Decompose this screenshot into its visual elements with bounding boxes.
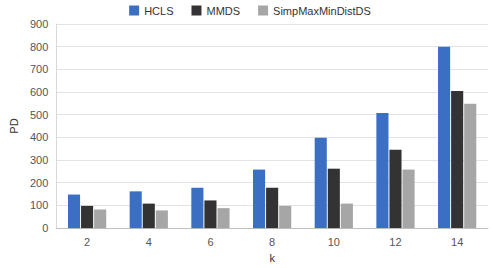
- svg-text:300: 300: [30, 154, 48, 166]
- svg-text:700: 700: [30, 63, 48, 75]
- svg-text:14: 14: [451, 236, 463, 248]
- svg-text:4: 4: [146, 236, 152, 248]
- svg-text:10: 10: [328, 236, 340, 248]
- svg-text:8: 8: [269, 236, 275, 248]
- svg-text:HCLS: HCLS: [144, 5, 173, 17]
- svg-text:2: 2: [84, 236, 90, 248]
- svg-text:200: 200: [30, 177, 48, 189]
- svg-text:PD: PD: [8, 118, 20, 133]
- svg-text:800: 800: [30, 41, 48, 53]
- svg-text:600: 600: [30, 86, 48, 98]
- svg-text:400: 400: [30, 131, 48, 143]
- svg-text:6: 6: [207, 236, 213, 248]
- svg-text:12: 12: [389, 236, 401, 248]
- svg-text:k: k: [269, 252, 275, 264]
- svg-text:0: 0: [42, 222, 48, 234]
- svg-text:MMDS: MMDS: [206, 5, 240, 17]
- svg-text:900: 900: [30, 18, 48, 30]
- svg-text:SimpMaxMinDistDS: SimpMaxMinDistDS: [273, 5, 371, 17]
- svg-text:100: 100: [30, 199, 48, 211]
- svg-text:500: 500: [30, 109, 48, 121]
